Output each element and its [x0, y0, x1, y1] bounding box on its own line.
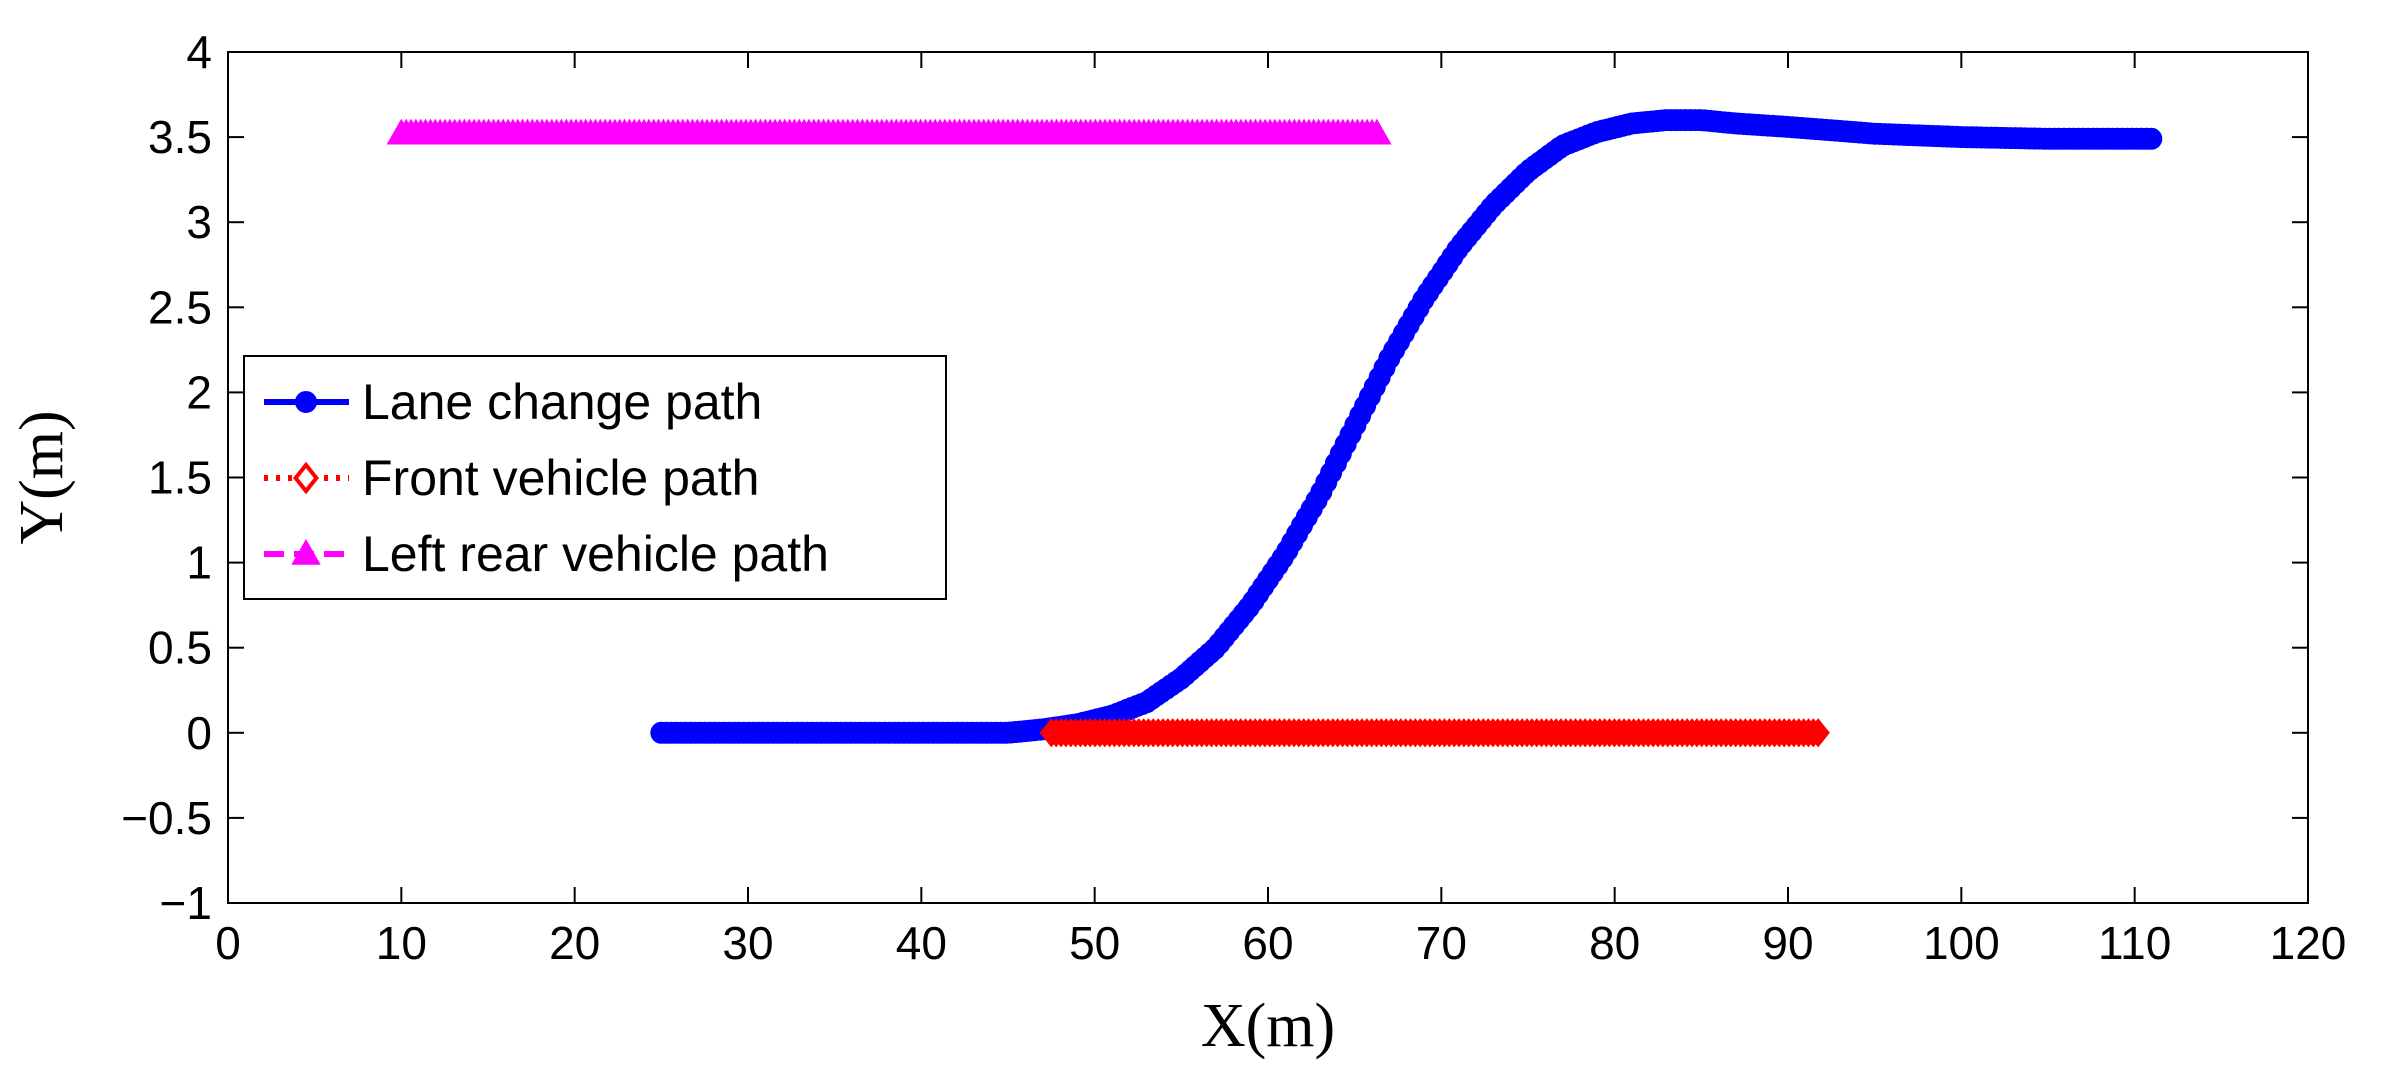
y-tick-label: 1 — [186, 537, 212, 589]
y-tick-label: 2 — [186, 366, 212, 418]
y-tick-label: 3.5 — [148, 111, 212, 163]
x-tick-label: 70 — [1416, 917, 1467, 969]
series-layer — [386, 109, 2163, 748]
x-tick-label: 10 — [376, 917, 427, 969]
x-tick-label: 30 — [722, 917, 773, 969]
y-tick-label: 4 — [186, 26, 212, 78]
legend-marker — [295, 391, 317, 413]
x-tick-label: 100 — [1923, 917, 2000, 969]
y-tick-label: 0 — [186, 707, 212, 759]
ticks-layer: 0 10 20 30 40 50 60 70 80 90 100 110 120 −1 −0.5 0 0.5 1 1… — [121, 26, 2346, 969]
legend-label: Left rear vehicle path — [362, 526, 829, 582]
x-tick-label: 40 — [896, 917, 947, 969]
legend-label: Front vehicle path — [362, 450, 759, 506]
x-tick-label: 0 — [215, 917, 241, 969]
x-tick-label: 60 — [1242, 917, 1293, 969]
data-point — [1806, 718, 1830, 748]
x-tick-label: 50 — [1069, 917, 1120, 969]
y-tick-label: 2.5 — [148, 281, 212, 333]
y-tick-label: −0.5 — [121, 792, 212, 844]
y-tick-label: −1 — [160, 877, 212, 929]
x-tick-label: 120 — [2270, 917, 2347, 969]
y-tick-label: 1.5 — [148, 452, 212, 504]
series-front-vehicle-path — [1039, 718, 1830, 748]
data-point — [2140, 127, 2163, 150]
x-tick-label: 90 — [1762, 917, 1813, 969]
series-lane-change-path — [650, 109, 2163, 744]
legend: Lane change path Front vehicle path Left r… — [243, 355, 947, 600]
legend-marker — [291, 538, 321, 565]
x-tick-label: 110 — [2098, 917, 2171, 969]
y-tick-label: 0.5 — [148, 622, 212, 674]
series-left-rear-vehicle-path — [386, 118, 1392, 145]
y-axis-label: Y(m) — [8, 410, 76, 544]
legend-label: Lane change path — [362, 374, 762, 430]
data-point — [1362, 118, 1392, 145]
x-axis-label: X(m) — [1201, 992, 1335, 1060]
y-tick-label: 3 — [186, 196, 212, 248]
legend-marker — [293, 461, 319, 495]
x-tick-label: 20 — [549, 917, 600, 969]
x-tick-label: 80 — [1589, 917, 1640, 969]
legend-box — [243, 355, 947, 600]
